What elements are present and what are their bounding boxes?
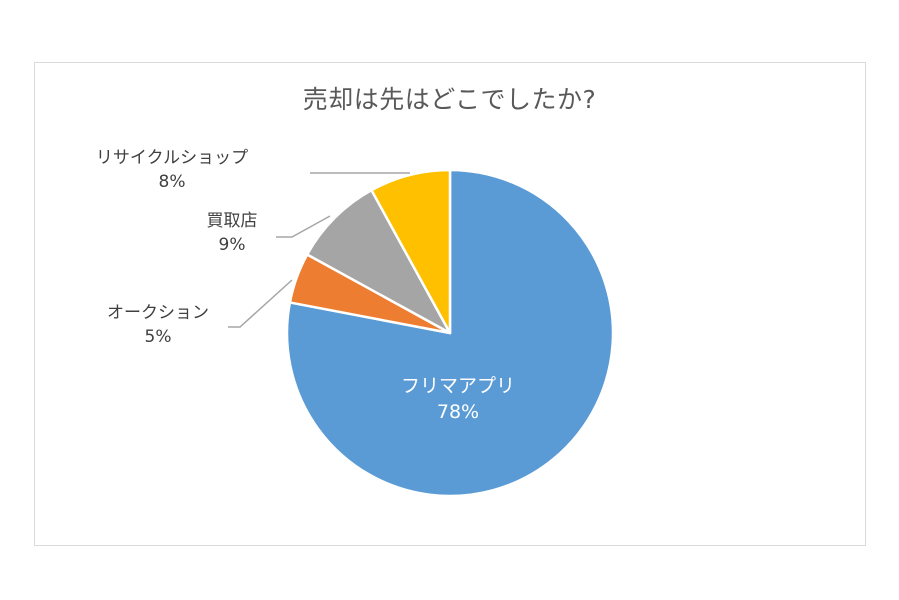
- chart-title: 売却は先はどこでしたか?: [302, 85, 597, 114]
- slice-percent-label: 5%: [145, 327, 172, 347]
- slice-category-label: オークション: [107, 303, 209, 323]
- slice-percent-label: 78%: [437, 401, 479, 423]
- slice-category-label: リサイクルショップ: [96, 148, 248, 168]
- pie-slice: [370, 168, 452, 335]
- leader-line: [276, 215, 331, 238]
- slice-category-label: 買取店: [207, 211, 258, 231]
- slice-percent-label: 9%: [219, 235, 246, 255]
- pie-slice: [305, 188, 452, 335]
- slice-percent-label: 8%: [159, 172, 186, 192]
- leader-line: [228, 279, 293, 328]
- slice-category-label: フリマアプリ: [401, 375, 515, 397]
- pie-slice: [285, 168, 615, 498]
